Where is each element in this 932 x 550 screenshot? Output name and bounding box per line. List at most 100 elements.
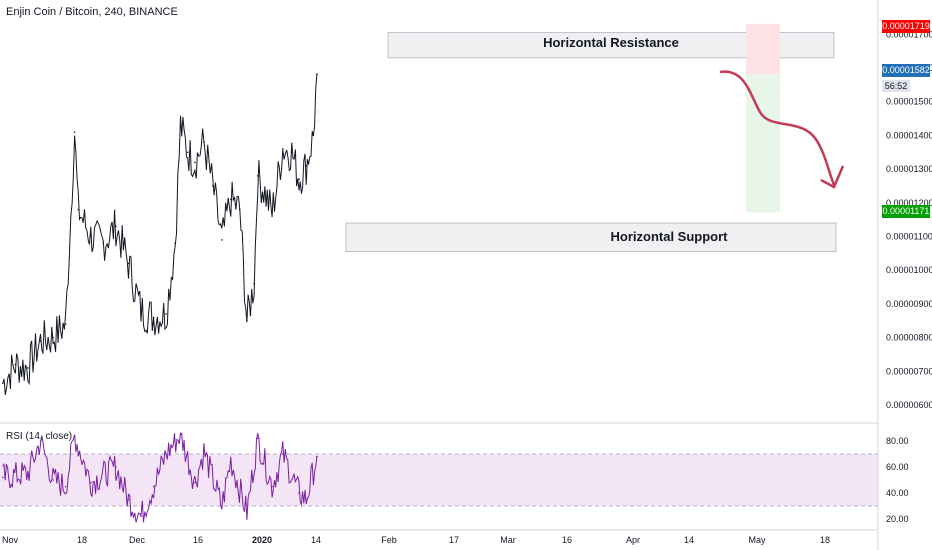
price-point [27,367,29,369]
price-point [102,242,105,245]
price-point [282,148,284,150]
rsi-point [165,453,167,455]
time-tick-label: Nov [2,535,19,545]
rsi-point [73,435,76,437]
rsi-tick-label: 40.00 [886,488,909,498]
projection-arrow [719,70,845,189]
price-tick-label: 0.00000600 [886,400,932,410]
rsi-point [221,505,223,507]
rsi-point [152,485,155,488]
price-point [212,185,214,187]
rsi-point [39,440,42,442]
price-point [194,161,196,164]
price-point [298,178,300,181]
price-tick-label: 0.00001300 [886,164,932,174]
price-point [316,73,318,75]
price-tick-label: 0.00000900 [886,299,932,309]
rsi-point [115,466,117,468]
rsi-point [127,498,130,501]
time-tick-label: Dec [129,535,146,545]
price-point [246,319,248,322]
rsi-line [2,432,318,523]
price-point [186,151,189,154]
rsi-tick-label: 60.00 [886,462,909,472]
price-point [115,225,117,228]
rsi-point [256,437,259,440]
price-point [229,198,232,201]
rsi-tick-label: 80.00 [886,436,909,446]
rsi-point [194,481,196,484]
price-point [127,262,130,265]
support-zone [345,222,837,253]
arrowhead [820,165,845,189]
rsi-point [203,450,205,453]
time-tick-label: 17 [449,535,459,545]
time-tick-label: May [748,535,766,545]
target-price-label: 0.00001719 [882,20,930,33]
time-tick-label: Apr [626,535,640,545]
time-tick-label: 18 [77,535,87,545]
resistance-label: Horizontal Resistance [543,35,679,50]
risk-reward-box [746,23,780,213]
price-point [174,242,176,245]
rsi-point [316,455,318,458]
price-point [77,208,80,211]
rsi-point [305,498,307,501]
price-point [152,316,155,319]
support-label: Horizontal Support [610,229,728,244]
price-point [89,235,92,238]
price-series [2,73,318,395]
time-tick-label: 16 [193,535,203,545]
price-line [2,74,318,395]
price-point [52,336,54,339]
price-point [64,323,67,325]
price-tick-label: 0.00001400 [886,130,932,140]
rsi-series [0,432,878,523]
price-tick-label: 0.00000800 [886,333,932,343]
price-point [39,340,42,342]
price-point [264,191,266,194]
rsi-title: RSI (14, close) [6,431,73,442]
rsi-point [27,472,29,475]
price-point [203,141,205,143]
rsi-point [89,481,92,484]
rsi-tick-label: 20.00 [886,514,909,524]
price-point [221,239,223,241]
price-point [238,208,241,211]
rsi-point [140,515,142,518]
price-point [2,382,4,384]
risk-area [746,23,780,75]
rsi-point [229,459,232,462]
price-point [312,134,315,137]
price-point [291,151,293,154]
price-point [14,363,17,366]
rsi-point [271,485,273,488]
rsi-point [52,479,54,481]
price-tick-label: 0.00001500 [886,97,932,107]
last-price-label: 0.00001582 [882,64,930,77]
price-point [140,309,142,312]
price-point [73,131,76,133]
stop-price-label: 0.00001171 [882,205,930,218]
rsi-point [298,492,300,494]
price-point [253,282,255,285]
rsi-point [64,485,67,488]
price-tick-label: 0.00000700 [886,366,932,376]
time-tick-label: 14 [684,535,694,545]
price-tick-label: 0.00001000 [886,265,932,275]
price-point [165,313,167,315]
chart-title: Enjin Coin / Bitcoin, 240, BINANCE [6,6,178,18]
time-tick-label: 2020 [252,535,272,545]
price-point [179,124,182,127]
price-tick-label: 0.00001700 [886,29,932,39]
price-tick-label: 0.00001200 [886,198,932,208]
time-tick-label: 14 [311,535,321,545]
price-point [271,212,273,214]
rsi-point [179,433,182,436]
time-tick-label: Mar [500,535,516,545]
price-tick-label: 0.00001100 [886,232,932,242]
time-tick-label: Feb [381,535,397,545]
price-point [256,175,259,177]
rsi-point [2,476,4,479]
